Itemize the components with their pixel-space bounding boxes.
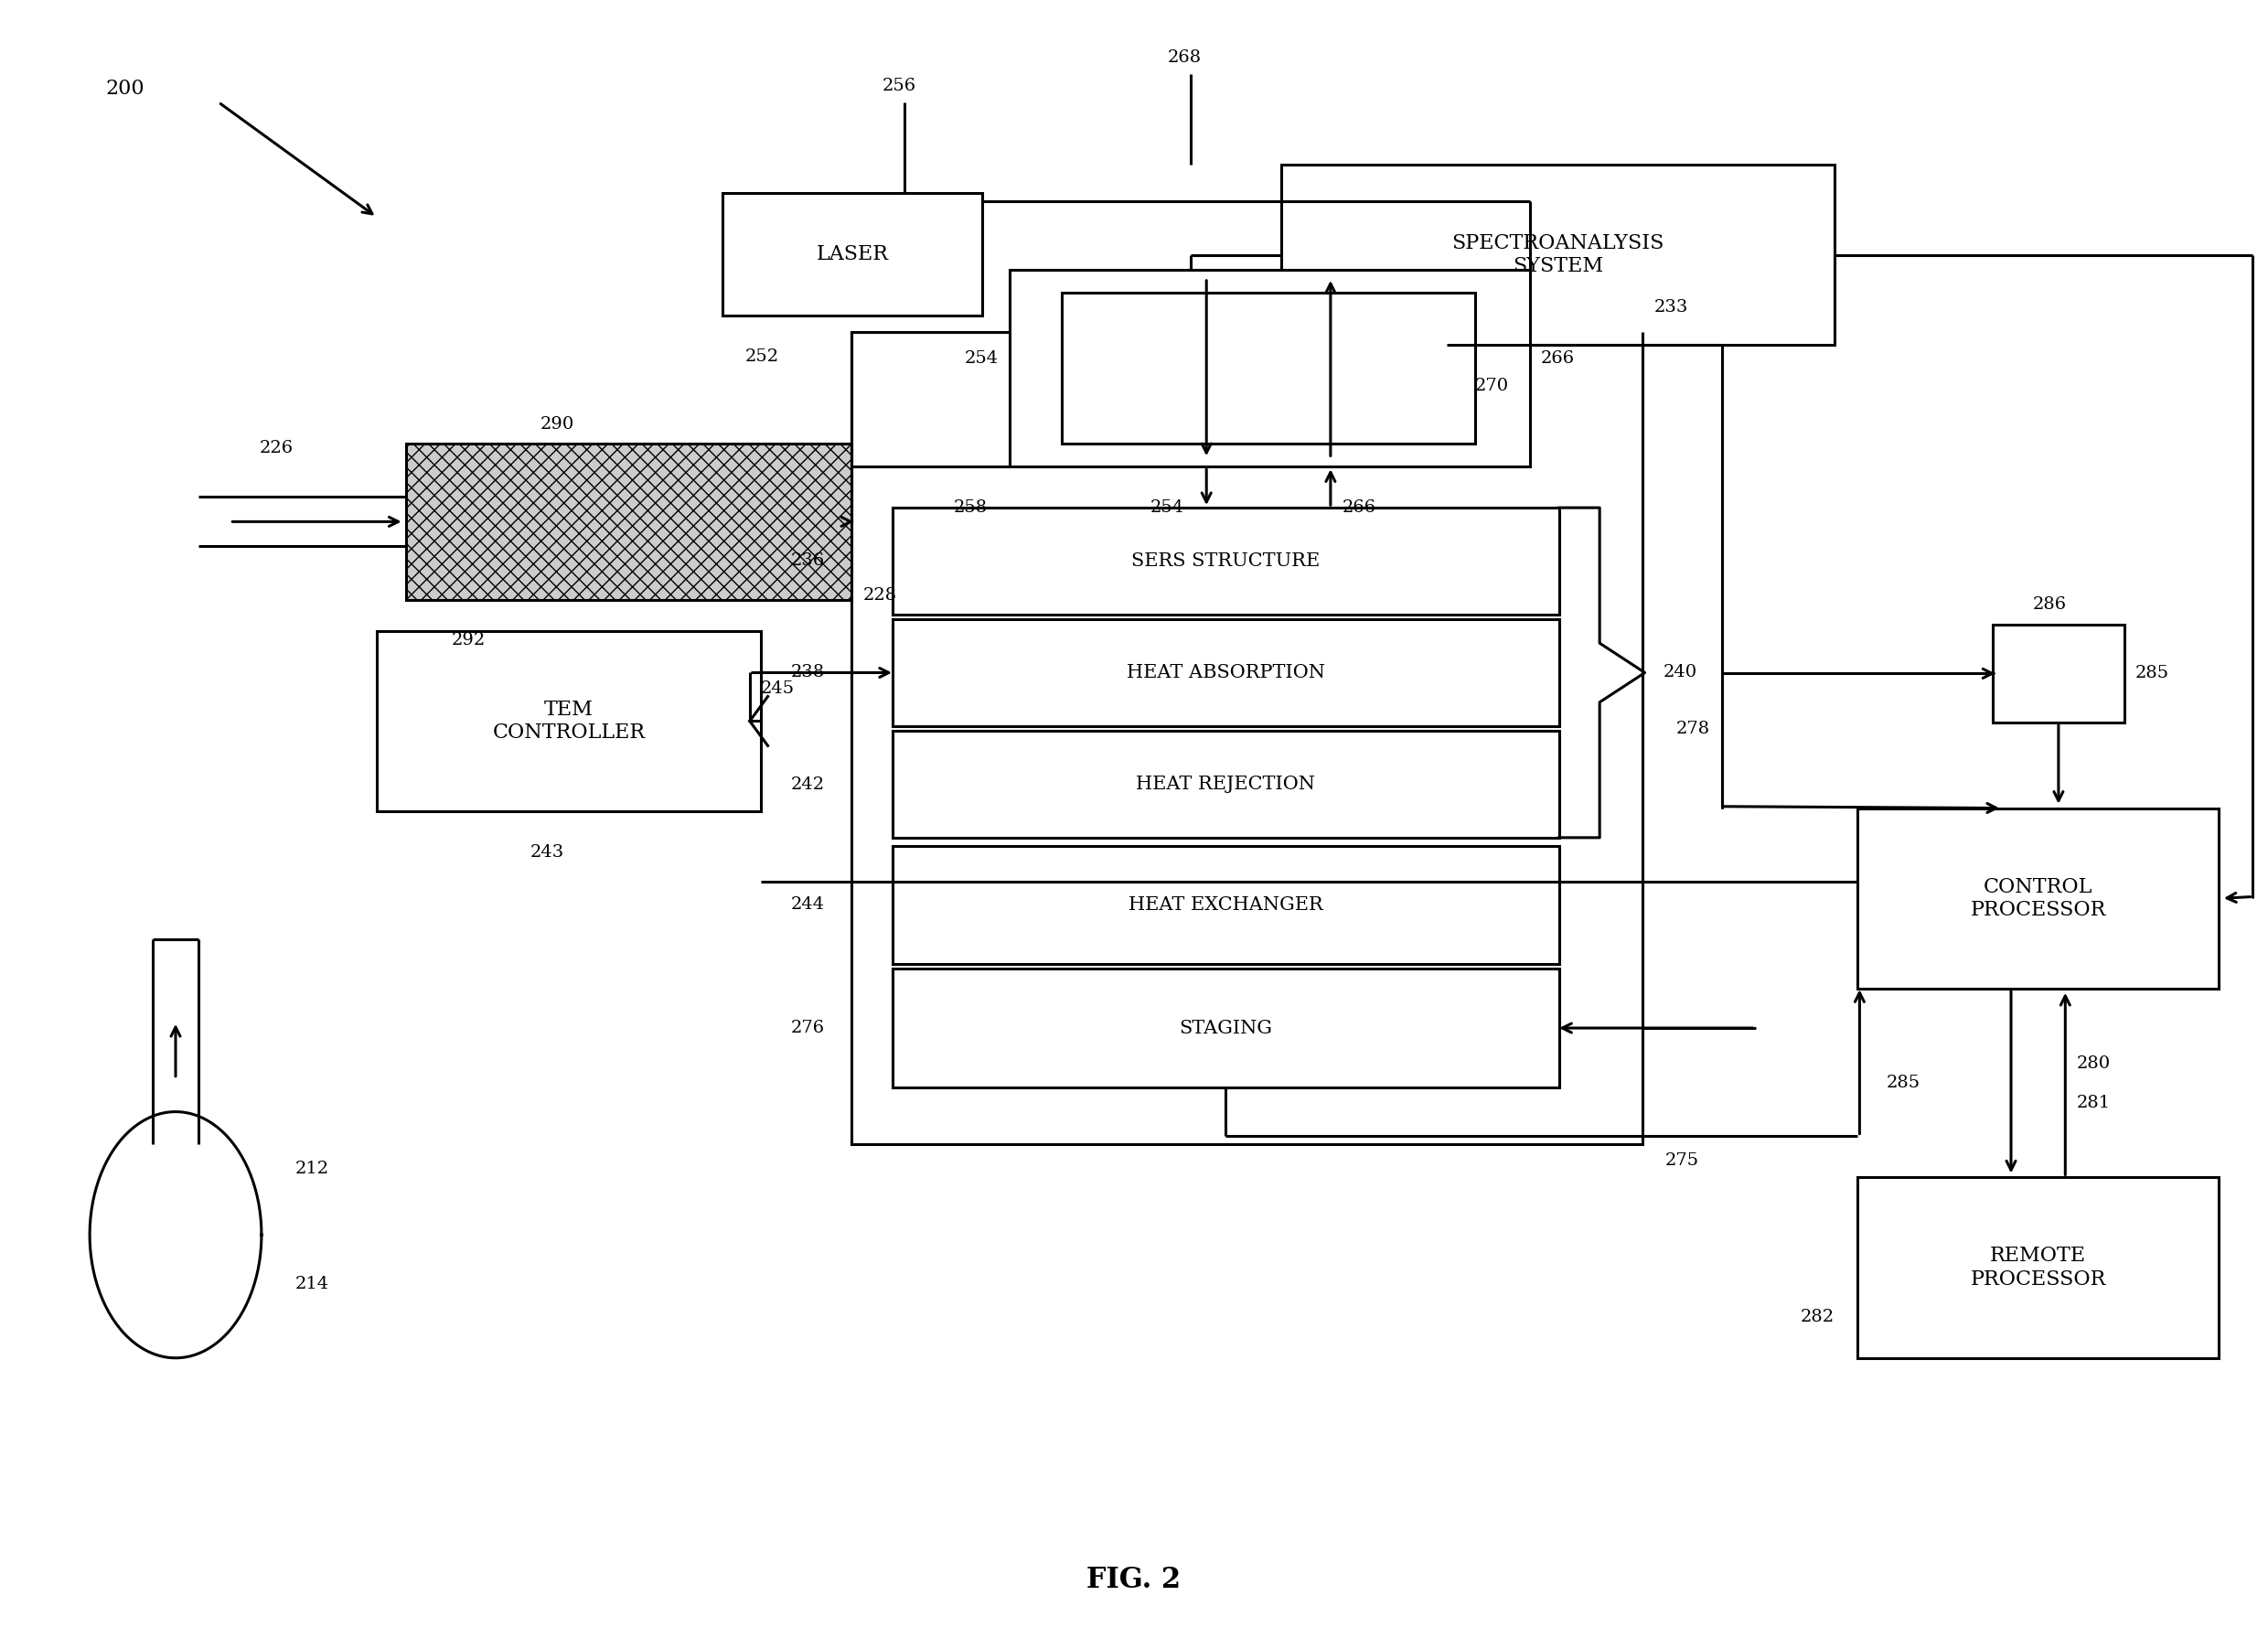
Text: REMOTE
PROCESSOR: REMOTE PROCESSOR — [1971, 1247, 2107, 1290]
Bar — [376, 632, 762, 811]
Text: 243: 243 — [531, 844, 565, 861]
Bar — [891, 508, 1558, 615]
Bar — [850, 331, 1642, 1144]
Text: 278: 278 — [1676, 721, 1710, 737]
Text: 276: 276 — [792, 1019, 823, 1036]
Text: HEAT ABSORPTION: HEAT ABSORPTION — [1127, 665, 1325, 681]
Text: 238: 238 — [792, 665, 826, 681]
Text: 256: 256 — [882, 78, 916, 94]
Text: 286: 286 — [2032, 597, 2066, 613]
Text: 245: 245 — [762, 679, 796, 696]
Text: CONTROL
PROCESSOR: CONTROL PROCESSOR — [1971, 877, 2107, 920]
Text: 236: 236 — [792, 552, 826, 569]
Text: 280: 280 — [2077, 1055, 2112, 1072]
Text: 214: 214 — [295, 1276, 329, 1293]
Text: TEM
CONTROLLER: TEM CONTROLLER — [492, 699, 646, 742]
Text: 270: 270 — [1474, 378, 1508, 394]
Text: 200: 200 — [107, 79, 145, 99]
Bar — [1857, 1177, 2218, 1357]
Text: 254: 254 — [1150, 500, 1184, 516]
Text: HEAT EXCHANGER: HEAT EXCHANGER — [1127, 897, 1322, 914]
Text: 282: 282 — [1801, 1309, 1835, 1326]
Bar — [891, 970, 1558, 1087]
Text: 252: 252 — [746, 348, 780, 364]
Bar — [1281, 165, 1835, 345]
Text: 275: 275 — [1665, 1153, 1699, 1169]
Text: 266: 266 — [1343, 500, 1377, 516]
Text: 258: 258 — [953, 500, 987, 516]
Text: 244: 244 — [792, 897, 823, 914]
Bar — [891, 731, 1558, 838]
Text: 254: 254 — [964, 350, 998, 366]
Text: 226: 226 — [259, 440, 293, 457]
Text: SPECTROANALYSIS
SYSTEM: SPECTROANALYSIS SYSTEM — [1452, 233, 1665, 277]
Text: 242: 242 — [792, 777, 823, 793]
Bar — [1009, 270, 1529, 467]
Text: 212: 212 — [295, 1161, 329, 1177]
Text: 266: 266 — [1540, 350, 1574, 366]
Text: 281: 281 — [2077, 1095, 2112, 1111]
Text: FIG. 2: FIG. 2 — [1086, 1565, 1182, 1593]
Text: STAGING: STAGING — [1179, 1019, 1272, 1037]
Text: LASER: LASER — [816, 244, 889, 264]
Bar — [891, 620, 1558, 726]
Text: 285: 285 — [2136, 665, 2168, 681]
Bar — [891, 846, 1558, 965]
Bar — [1994, 625, 2125, 722]
Text: 292: 292 — [451, 633, 485, 650]
Text: SERS STRUCTURE: SERS STRUCTURE — [1132, 552, 1320, 571]
Text: 268: 268 — [1168, 49, 1202, 66]
Text: 233: 233 — [1653, 298, 1687, 315]
Text: HEAT REJECTION: HEAT REJECTION — [1136, 775, 1315, 793]
Text: 240: 240 — [1662, 665, 1696, 681]
Bar — [406, 444, 850, 600]
Text: 228: 228 — [862, 587, 896, 604]
Text: 285: 285 — [1887, 1075, 1921, 1092]
Text: 290: 290 — [540, 416, 574, 432]
Bar — [1857, 808, 2218, 989]
Bar — [723, 193, 982, 315]
Bar — [1061, 292, 1474, 444]
